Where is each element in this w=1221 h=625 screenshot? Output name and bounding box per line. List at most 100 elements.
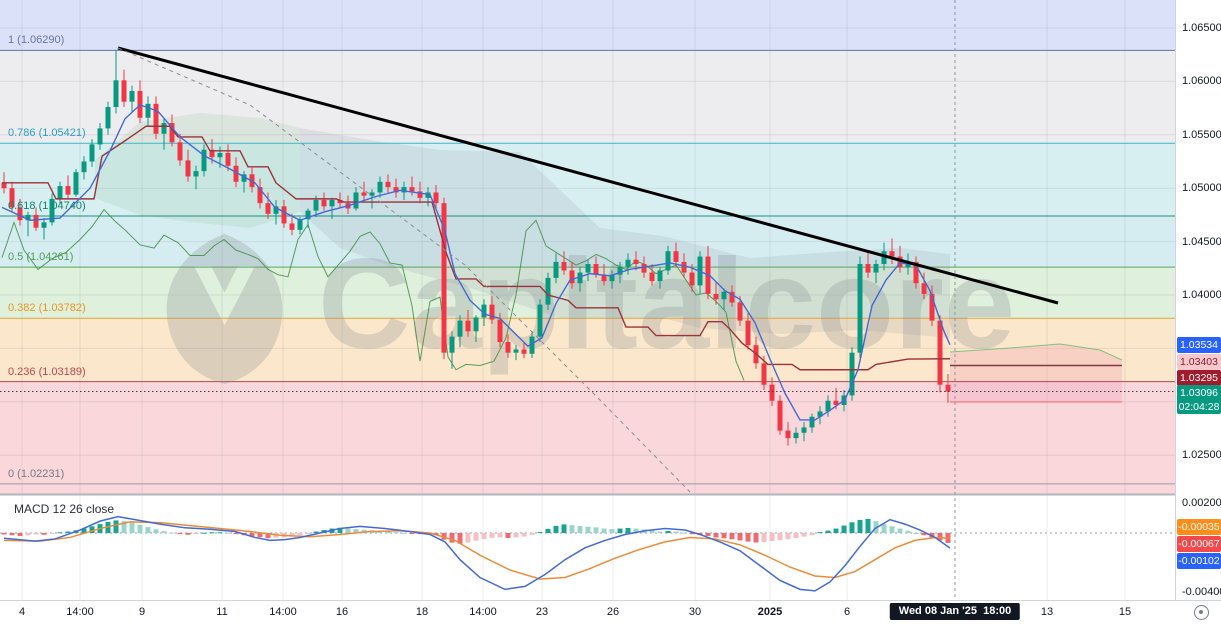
candle [265, 203, 271, 214]
candle [529, 336, 535, 354]
candle [105, 107, 111, 129]
candle [881, 251, 887, 265]
price-axis-tick: 1.06000 [1182, 75, 1221, 88]
candle [481, 304, 487, 318]
candle [17, 207, 23, 221]
candle [561, 261, 567, 271]
macd-axis-tick: -0.00400 [1182, 586, 1221, 599]
candle [521, 349, 527, 354]
candle [569, 270, 575, 284]
macd-axis-tick: 0.00200 [1182, 497, 1221, 510]
candle [113, 80, 119, 108]
candle [457, 320, 463, 337]
candle [209, 149, 215, 158]
crosshair-time-label: Wed 08 Jan '25 18:00 [889, 603, 1021, 620]
candle [681, 261, 687, 273]
candle [665, 251, 671, 271]
candle [225, 152, 231, 166]
candle [913, 261, 919, 284]
candle [617, 267, 623, 275]
candle [897, 256, 903, 268]
candle [761, 363, 767, 385]
candle [201, 149, 207, 172]
candle [329, 199, 335, 207]
price-axis-tick: 1.04000 [1182, 289, 1221, 301]
time-axis-tick: 15 [1118, 606, 1132, 618]
candle [169, 123, 175, 143]
candle [289, 223, 295, 230]
candle [313, 199, 319, 211]
candle [657, 270, 663, 282]
candle [49, 198, 55, 223]
price-axis[interactable]: 1.06500 1.06000 1.05500 1.05000 1.04500 1.040… [1175, 0, 1221, 600]
candle [185, 160, 191, 177]
tenkan-value-badge: 1.03534 [1177, 337, 1221, 353]
candle [409, 187, 415, 192]
candle [585, 264, 591, 273]
candle [25, 214, 31, 221]
candle [305, 210, 311, 220]
candle [121, 80, 127, 102]
candle [625, 259, 631, 268]
candle [425, 192, 431, 198]
candle [937, 320, 943, 385]
candle [193, 171, 199, 177]
candle [321, 199, 327, 207]
candle [233, 165, 239, 182]
dashed-trendline-drawing[interactable] [117, 47, 691, 493]
candle [433, 192, 439, 204]
candle [65, 186, 71, 195]
candle [161, 123, 167, 134]
macd-histogram-badge: -0.00067 [1177, 536, 1221, 552]
candle [417, 191, 423, 198]
candle [393, 187, 399, 193]
candle [793, 432, 799, 439]
candle [401, 187, 407, 193]
candle [1, 182, 7, 189]
candle [577, 272, 583, 284]
candle [601, 274, 607, 282]
candle [145, 103, 151, 118]
candle [377, 181, 383, 193]
candle [545, 277, 551, 305]
candle [257, 187, 263, 204]
candle [729, 291, 735, 303]
candle [641, 264, 647, 273]
candle [777, 400, 783, 431]
candle [553, 261, 559, 278]
macd-indicator-label[interactable]: MACD 12 26 close [14, 502, 115, 516]
last-price-badge: 1.03096 02:04:28 [1177, 385, 1221, 414]
time-axis-tick: 14:00 [469, 606, 497, 618]
time-axis[interactable]: Wed 08 Jan '25 18:00 4 14:00 9 11 14:00 16 18 1… [0, 600, 1221, 625]
candle [361, 192, 367, 196]
candle [41, 222, 47, 228]
scroll-to-realtime-icon[interactable] [1194, 605, 1209, 620]
candle [489, 304, 495, 320]
candle [353, 192, 359, 209]
candle [849, 352, 855, 396]
price-axis-tick: 1.05500 [1182, 128, 1221, 141]
trendline-drawing[interactable] [117, 46, 1059, 305]
time-axis-tick: 9 [138, 606, 146, 618]
candle [297, 219, 303, 230]
candle [129, 91, 135, 102]
macd-signal-badge: -0.00035 [1177, 519, 1221, 535]
candle [785, 430, 791, 439]
candle [537, 304, 543, 337]
candle [217, 152, 223, 158]
candle [9, 188, 15, 208]
kijun-value-badge: 1.03403 [1177, 354, 1221, 370]
candle [689, 272, 695, 286]
candle [337, 199, 343, 204]
chart-canvas[interactable]: Capitalcore 1 (1.06290) 0.786 (1.05421) 0.… [0, 0, 1175, 600]
candle [825, 400, 831, 412]
candle [273, 206, 279, 214]
time-axis-tick: 16 [335, 606, 349, 618]
candle [73, 172, 79, 195]
candle [449, 336, 455, 353]
candle [513, 349, 519, 353]
candle [873, 264, 879, 273]
candle [857, 264, 863, 353]
time-axis-tick: 18 [415, 606, 429, 618]
